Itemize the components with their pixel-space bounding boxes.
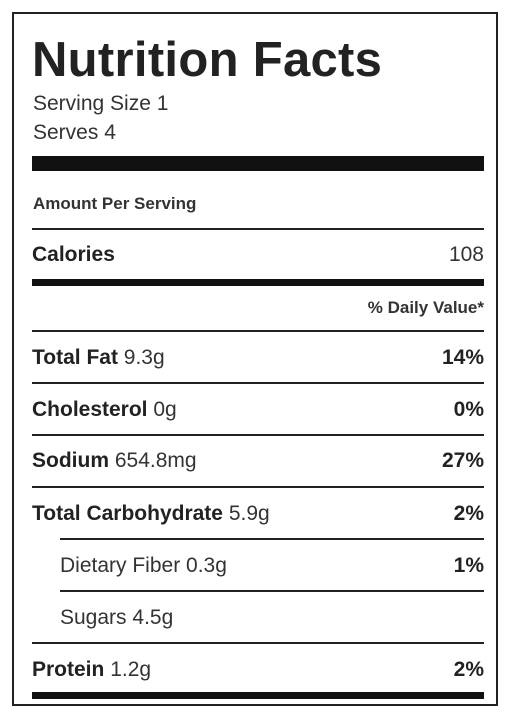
calories-value: 108	[448, 243, 484, 266]
nutrient-daily-value: 27%	[441, 449, 484, 472]
nutrient-name: Dietary Fiber	[60, 554, 181, 577]
nutrient-row-sugars: Sugars 4.5g	[60, 600, 484, 636]
nutrient-name: Total Carbohydrate	[32, 502, 223, 525]
nutrient-amount: 9.3g	[123, 346, 165, 369]
nutrient-row-dietary-fiber: Dietary Fiber 0.3g 1%	[60, 548, 484, 584]
serves-count: Serves 4	[33, 121, 116, 144]
nutrient-daily-value: 1%	[453, 554, 484, 577]
serving-size: Serving Size 1	[33, 92, 169, 115]
nutrient-amount: 4.5g	[132, 606, 174, 629]
nutrient-row-protein: Protein 1.2g 2%	[32, 652, 484, 688]
nutrient-amount: 0g	[153, 398, 177, 421]
divider	[60, 538, 484, 540]
nutrient-amount: 654.8mg	[114, 449, 197, 472]
divider	[32, 434, 484, 436]
divider	[60, 590, 484, 592]
thick-divider-top	[32, 156, 484, 171]
divider	[32, 642, 484, 644]
nutrient-name: Sugars	[60, 606, 127, 629]
nutrient-daily-value: 2%	[453, 502, 484, 525]
nutrient-daily-value: 2%	[453, 658, 484, 681]
calories-row: Calories 108	[32, 237, 484, 273]
nutrient-daily-value: 14%	[441, 346, 484, 369]
daily-value-header: % Daily Value*	[367, 298, 484, 317]
amount-per-serving: Amount Per Serving	[33, 194, 197, 213]
nutrient-daily-value: 0%	[453, 398, 484, 421]
nutrient-row-sodium: Sodium 654.8mg 27%	[32, 443, 484, 479]
nutrient-amount: 0.3g	[186, 554, 227, 577]
divider	[32, 486, 484, 488]
nutrient-name: Protein	[32, 658, 105, 681]
nutrient-amount: 1.2g	[110, 658, 152, 681]
calories-label: Calories	[32, 243, 115, 266]
nutrient-row-total-carbohydrate: Total Carbohydrate 5.9g 2%	[32, 496, 484, 532]
divider	[32, 228, 484, 230]
nutrient-row-total-fat: Total Fat 9.3g 14%	[32, 340, 484, 376]
divider	[32, 330, 484, 332]
medium-divider	[32, 279, 484, 286]
nutrient-name: Sodium	[32, 449, 109, 472]
nutrient-row-cholesterol: Cholesterol 0g 0%	[32, 392, 484, 428]
label-title: Nutrition Facts	[32, 33, 383, 87]
nutrient-name: Total Fat	[32, 346, 118, 369]
nutrition-label	[12, 12, 498, 706]
nutrient-name: Cholesterol	[32, 398, 148, 421]
divider	[32, 382, 484, 384]
nutrient-amount: 5.9g	[228, 502, 270, 525]
thick-divider-bottom	[32, 692, 484, 699]
